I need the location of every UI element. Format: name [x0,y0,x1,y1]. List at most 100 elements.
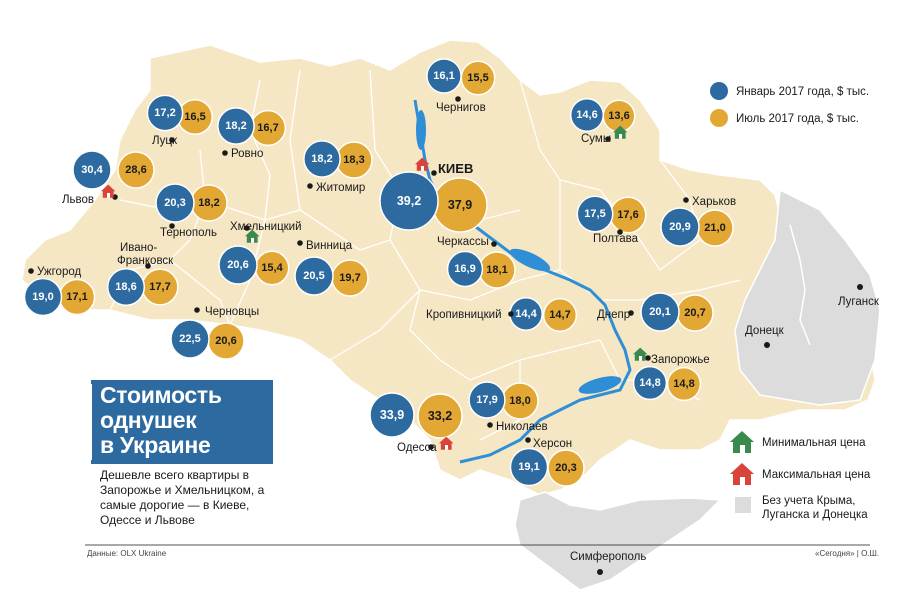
bubble-july-20 [417,393,463,439]
city-label-3: Тернополь [160,227,217,239]
value-july-12: 13,6 [608,110,629,122]
city-dot-1 [222,150,228,156]
city-dot-21 [525,437,531,443]
city-label-0: Луцк [152,135,178,147]
page-subtitle: Дешевле всего квартиры в Запорожье и Хме… [100,468,265,527]
city-dot-8 [307,183,313,189]
value-january-0: 17,2 [154,107,175,119]
city-dot-3 [169,223,175,229]
lugansk-label: Луганск [838,296,880,308]
city-label-1: Ровно [231,148,263,160]
value-july-0: 16,5 [184,111,205,123]
bubble-january-20 [369,392,415,438]
city-label-7: Черновцы [205,306,259,318]
value-july-14: 17,6 [617,209,638,221]
bubble-january-6 [23,277,63,317]
excluded-crimea [514,491,722,591]
value-january-12: 14,6 [576,109,597,121]
city-label-2: Львов [62,194,94,206]
simferopol-dot [597,569,603,575]
value-july-21: 20,3 [555,462,576,474]
city-dot-4 [244,225,250,231]
city-label-17: Днепр [597,309,630,321]
bubble-january-14 [576,195,614,233]
bubble-january-15 [660,207,700,247]
value-january-21: 19,1 [518,461,539,473]
city-label-16: Кропивницкий [426,309,502,321]
value-july-3: 18,2 [198,197,219,209]
value-july-15: 21,0 [704,222,725,234]
excluded-donbas [734,188,881,406]
city-label-13: Черкассы [437,236,489,248]
city-label-12: Сумы [581,133,611,145]
city-dot-15 [683,197,689,203]
city-dot-20 [428,444,434,450]
bubble-january-13 [446,250,484,288]
value-july-7: 20,6 [215,335,236,347]
value-july-2: 28,6 [125,164,146,176]
legend-min-house-icon [730,431,754,453]
bubble-july-2 [117,151,155,189]
donetsk-dot [764,342,770,348]
city-dot-11 [431,170,437,176]
city-labels: Луцк Ровно Львов Тернополь Хмельницкий Ивано-… [28,96,736,454]
value-january-7: 22,5 [179,333,200,345]
city-label-4: Хмельницкий [230,221,302,233]
city-label-14: Полтава [593,233,639,245]
city-dot-17 [628,310,634,316]
value-january-9: 20,5 [303,270,324,282]
city-label-20: Одесса [397,442,437,454]
legend-excluded-label-1: Без учета Крыма, [762,495,856,507]
city-dot-12 [605,136,611,142]
value-january-8: 18,2 [311,153,332,165]
legend-max-house-icon [730,463,754,485]
bubble-january-0 [146,94,184,132]
bubble-january-11 [379,171,439,231]
value-july-13: 18,1 [486,264,507,276]
city-label-5: Ивано-Франковск [117,242,174,267]
value-july-19: 18,0 [509,395,530,407]
bubble-january-9 [294,256,334,296]
bubble-january-19 [468,381,506,419]
value-january-1: 18,2 [225,120,246,132]
value-january-4: 20,6 [227,259,248,271]
max-house-icon-2 [101,184,116,198]
legend-january-swatch [710,82,728,100]
legend-january-label: Январь 2017 года, $ тыс. [736,86,869,98]
value-january-13: 16,9 [454,263,475,275]
legend: Январь 2017 года, $ тыс. Июль 2017 года,… [710,82,871,521]
city-label-8: Житомир [316,182,365,194]
value-january-16: 14,4 [515,308,537,320]
city-label-19: Николаев [496,421,548,433]
bubble-january-17 [640,292,680,332]
value-july-10: 15,5 [467,72,488,84]
bubble-july-16 [542,297,578,333]
value-january-17: 20,1 [649,306,670,318]
value-july-4: 15,4 [261,262,283,274]
city-dot-10 [455,96,461,102]
value-july-17: 20,7 [684,307,705,319]
legend-july-swatch [710,109,728,127]
lugansk-dot [857,284,863,290]
city-dot-5 [145,263,151,269]
legend-excluded-label-2: Луганска и Донецка [762,509,868,521]
city-label-18: Запорожье [651,354,710,366]
value-january-5: 18,6 [115,281,136,293]
footer-source: Данные: OLX Ukraine [87,549,167,558]
bubble-january-4 [218,245,258,285]
bubble-january-21 [509,447,549,487]
max-house-icon-11 [415,157,430,171]
legend-max-label: Максимальная цена [762,469,871,481]
donetsk-label: Донецк [745,325,785,337]
legend-excluded-swatch [735,497,751,513]
city-dot-0 [169,137,175,143]
value-january-6: 19,0 [32,291,53,303]
city-dot-14 [617,229,623,235]
value-january-3: 20,3 [164,197,185,209]
value-january-14: 17,5 [584,208,605,220]
bubble-january-12 [569,97,605,133]
bubble-january-3 [155,183,195,223]
value-january-15: 20,9 [669,221,690,233]
city-dot-13 [491,241,497,247]
